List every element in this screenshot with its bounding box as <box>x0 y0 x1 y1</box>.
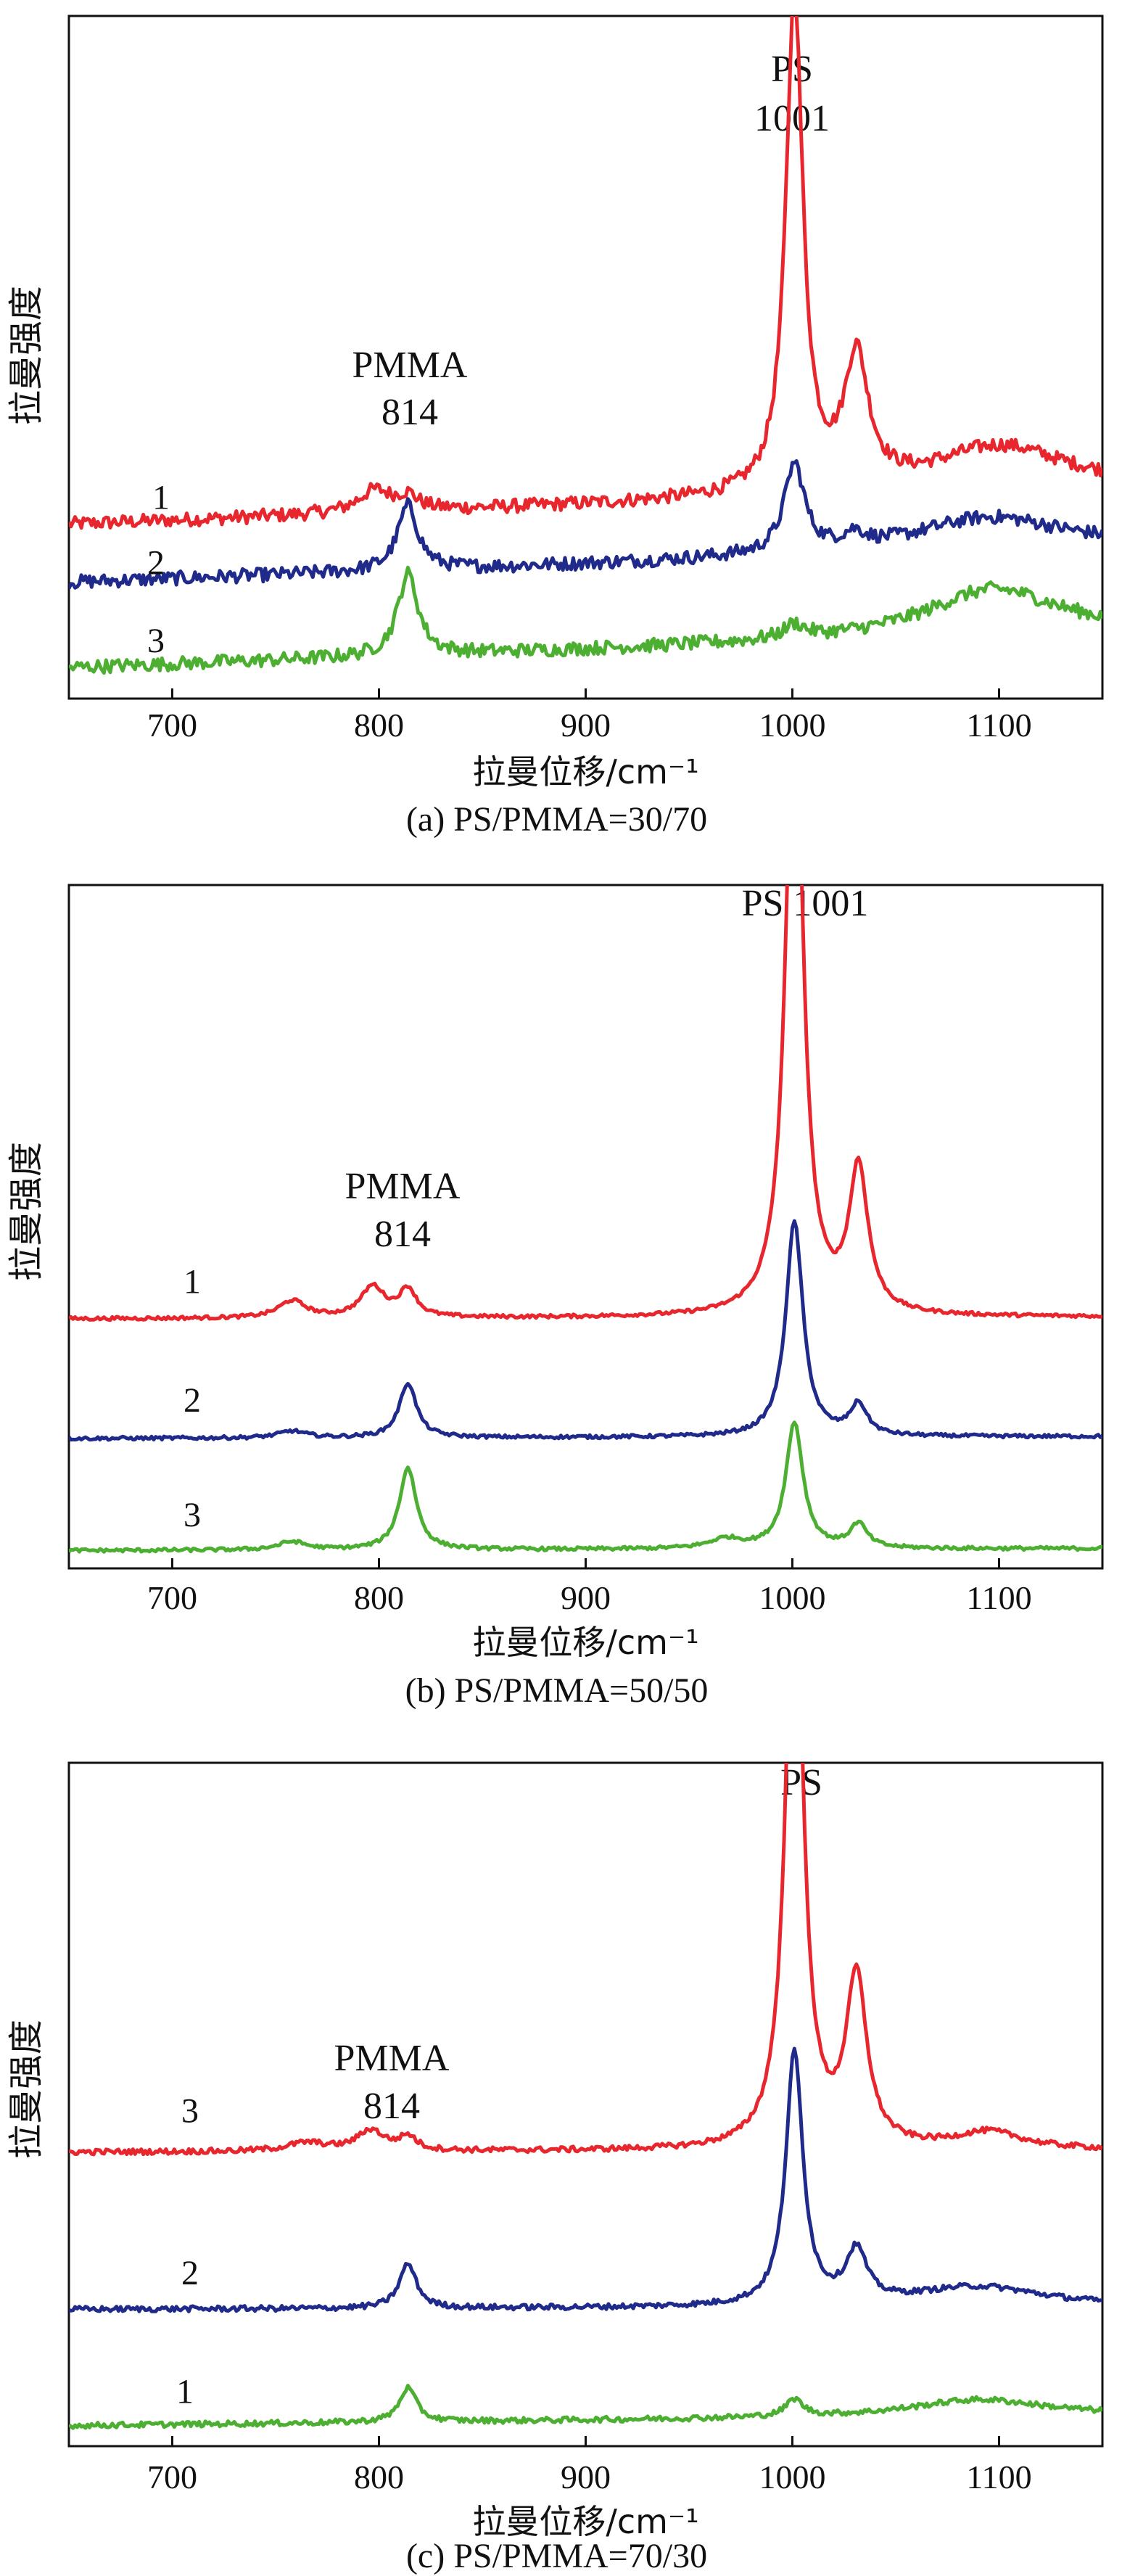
series-label: 2 <box>181 2254 199 2292</box>
series-line-3 <box>69 1420 1102 1554</box>
x-tick-label: 900 <box>561 1579 611 1616</box>
x-axis-label: 拉曼位移/cm⁻¹ <box>472 752 698 791</box>
series-label: 2 <box>183 1381 201 1420</box>
series-label: 1 <box>183 1262 201 1301</box>
ps-peak-value: 1001 <box>754 98 830 139</box>
plot-frame <box>67 1761 1104 2448</box>
x-tick-label: 900 <box>561 2458 611 2495</box>
series-label: 3 <box>147 622 165 660</box>
ps-peak-annotation: PS 1001 <box>742 883 869 924</box>
chart-panel-b: 700 800 900 1000 1100 拉曼位移/cm⁻¹ 拉曼强度 (b) PS/PMM… <box>6 883 1104 1710</box>
pmma-peak-value: 814 <box>381 392 438 433</box>
panel-caption: (c) PS/PMMA=70/30 <box>406 2537 707 2575</box>
pmma-peak-annotation: PMMA <box>345 1166 461 1207</box>
x-tick-label: 800 <box>354 1579 404 1616</box>
series-label: 3 <box>183 1496 201 1534</box>
pmma-peak-value: 814 <box>374 1214 431 1255</box>
x-tick-label: 1000 <box>759 707 826 744</box>
x-tick-label: 700 <box>147 1579 197 1616</box>
series-label: 3 <box>181 2092 199 2131</box>
x-tick-label: 800 <box>354 2458 404 2495</box>
series-label: 1 <box>176 2373 194 2411</box>
series-label: 2 <box>147 543 165 582</box>
x-axis-label: 拉曼位移/cm⁻¹ <box>472 1623 698 1662</box>
plot-frame <box>67 15 1104 700</box>
y-axis-label: 拉曼强度 <box>6 286 46 425</box>
x-tick-label: 800 <box>354 707 404 744</box>
x-tick-label: 700 <box>147 2458 197 2495</box>
x-tick-label: 900 <box>561 707 611 744</box>
series-line-2 <box>69 1219 1102 1442</box>
series-line-2 <box>69 459 1102 590</box>
chart-panel-a: 700 800 900 1000 1100 拉曼位移/cm⁻¹ 拉曼强度 (a) PS/PMM… <box>6 15 1104 839</box>
series-line-1 <box>69 885 1102 1322</box>
series-line-1 <box>69 16 1102 530</box>
y-axis-label: 拉曼强度 <box>6 2020 46 2159</box>
series-line-1 <box>69 2384 1102 2430</box>
pmma-peak-value: 814 <box>363 2086 420 2127</box>
x-tick-label: 700 <box>147 707 197 744</box>
pmma-peak-annotation: PMMA <box>352 345 468 386</box>
x-tick-label: 1000 <box>759 2458 826 2495</box>
series-line-2 <box>69 2046 1102 2313</box>
series-label: 1 <box>152 478 170 517</box>
pmma-peak-annotation: PMMA <box>334 2038 450 2079</box>
x-axis-label: 拉曼位移/cm⁻¹ <box>472 2502 698 2541</box>
panel-caption: (a) PS/PMMA=30/70 <box>406 800 707 839</box>
x-tick-label: 1100 <box>966 1579 1031 1616</box>
panel-caption: (b) PS/PMMA=50/50 <box>405 1671 709 1710</box>
x-tick-label: 1000 <box>759 1579 826 1616</box>
series-line-3 <box>69 1763 1102 2157</box>
y-axis-label: 拉曼强度 <box>6 1142 46 1281</box>
chart-panel-c: 700 800 900 1000 1100 拉曼位移/cm⁻¹ 拉曼强度 (c) PS/PMM… <box>6 1761 1104 2575</box>
series-line-3 <box>69 565 1102 675</box>
x-tick-label: 1100 <box>966 707 1031 744</box>
plot-frame <box>67 884 1104 1570</box>
x-tick-label: 1100 <box>966 2458 1031 2495</box>
